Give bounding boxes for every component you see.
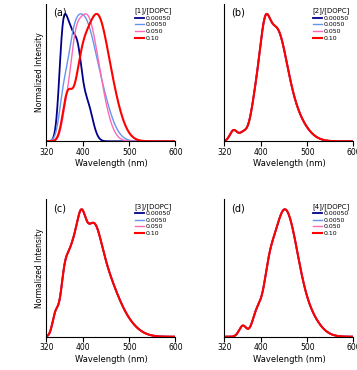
- Legend: 0.00050, 0.0050, 0.050, 0.10: 0.00050, 0.0050, 0.050, 0.10: [312, 7, 350, 41]
- Text: (b): (b): [231, 8, 245, 18]
- Legend: 0.00050, 0.0050, 0.050, 0.10: 0.00050, 0.0050, 0.050, 0.10: [134, 202, 172, 237]
- Y-axis label: Normalized Intensity: Normalized Intensity: [35, 33, 44, 112]
- X-axis label: Wavelength (nm): Wavelength (nm): [75, 355, 147, 364]
- Y-axis label: Normalized Intensity: Normalized Intensity: [35, 228, 44, 308]
- X-axis label: Wavelength (nm): Wavelength (nm): [252, 355, 325, 364]
- X-axis label: Wavelength (nm): Wavelength (nm): [75, 159, 147, 168]
- Legend: 0.00050, 0.0050, 0.050, 0.10: 0.00050, 0.0050, 0.050, 0.10: [134, 7, 172, 41]
- X-axis label: Wavelength (nm): Wavelength (nm): [252, 159, 325, 168]
- Text: (a): (a): [53, 8, 66, 18]
- Text: (d): (d): [231, 203, 245, 213]
- Text: (c): (c): [53, 203, 66, 213]
- Legend: 0.00050, 0.0050, 0.050, 0.10: 0.00050, 0.0050, 0.050, 0.10: [312, 202, 350, 237]
